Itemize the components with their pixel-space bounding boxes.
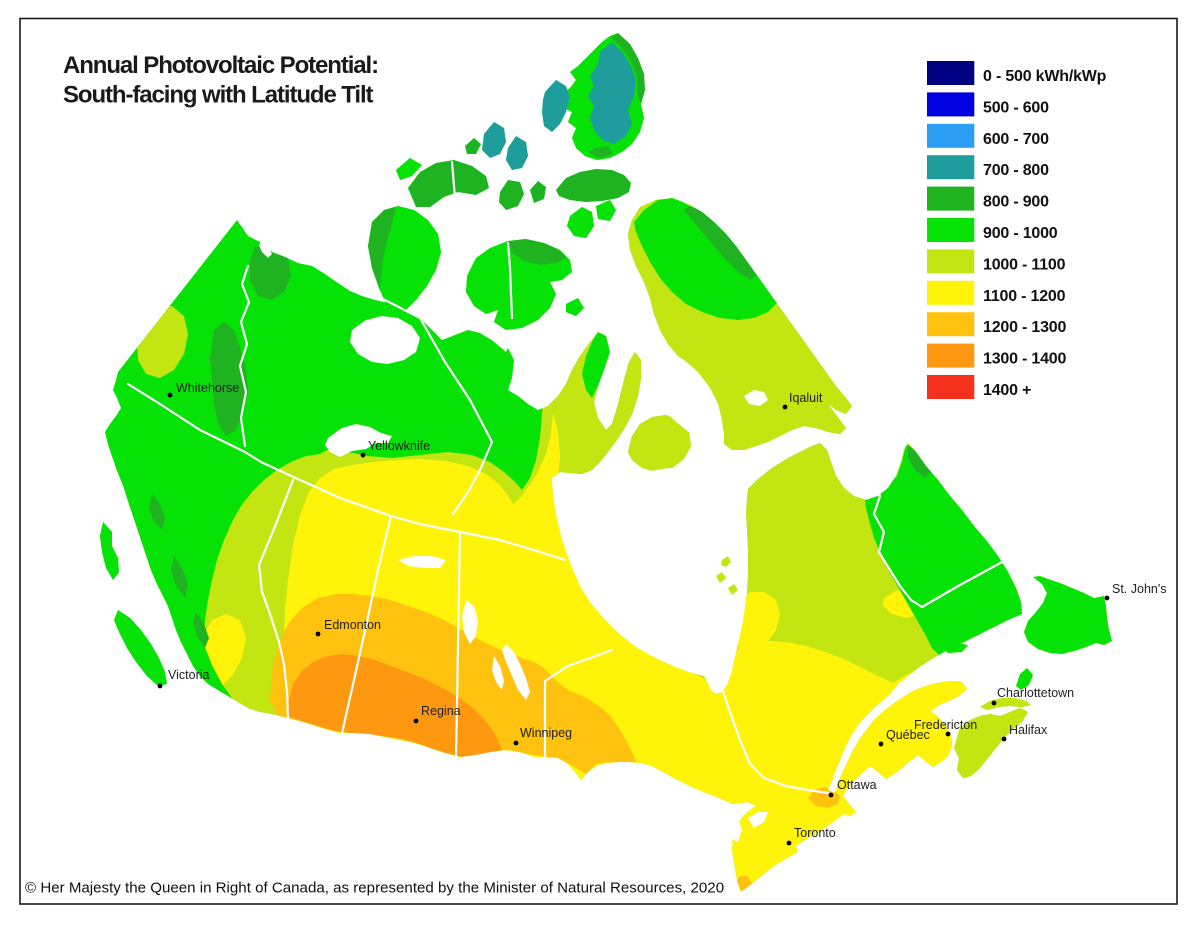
svg-text:Ottawa: Ottawa [837,778,877,792]
svg-text:800 - 900: 800 - 900 [983,194,1049,211]
svg-text:Regina: Regina [421,704,461,718]
svg-text:Annual Photovoltaic Potential:: Annual Photovoltaic Potential: [63,52,378,79]
svg-text:0 - 500 kWh/kWp: 0 - 500 kWh/kWp [983,68,1107,85]
svg-text:600 - 700: 600 - 700 [983,131,1049,148]
svg-text:Toronto: Toronto [794,826,836,840]
svg-text:1300 - 1400: 1300 - 1400 [983,351,1067,368]
svg-text:Iqaluit: Iqaluit [789,391,823,405]
svg-text:© Her Majesty the Queen in Rig: © Her Majesty the Queen in Right of Cana… [25,880,724,897]
svg-text:1100 - 1200: 1100 - 1200 [983,288,1066,305]
svg-text:Yellowknife: Yellowknife [368,439,430,453]
svg-text:700 - 800: 700 - 800 [983,162,1049,179]
svg-text:1000 - 1100: 1000 - 1100 [983,256,1066,273]
svg-text:Fredericton: Fredericton [914,718,977,732]
svg-text:Halifax: Halifax [1009,723,1048,737]
svg-text:500 - 600: 500 - 600 [983,99,1049,116]
svg-text:Whitehorse: Whitehorse [176,381,239,395]
svg-text:1400 +: 1400 + [983,382,1031,399]
svg-text:Québec: Québec [886,728,930,742]
svg-text:Edmonton: Edmonton [324,618,381,632]
svg-text:Charlottetown: Charlottetown [997,686,1074,700]
svg-text:St. John's: St. John's [1112,582,1167,596]
svg-text:900 - 1000: 900 - 1000 [983,225,1058,242]
svg-text:Winnipeg: Winnipeg [520,726,572,740]
svg-text:Victoria: Victoria [168,668,210,682]
svg-text:1200 - 1300: 1200 - 1300 [983,319,1067,336]
svg-text:South-facing with Latitude Til: South-facing with Latitude Tilt [63,82,374,109]
